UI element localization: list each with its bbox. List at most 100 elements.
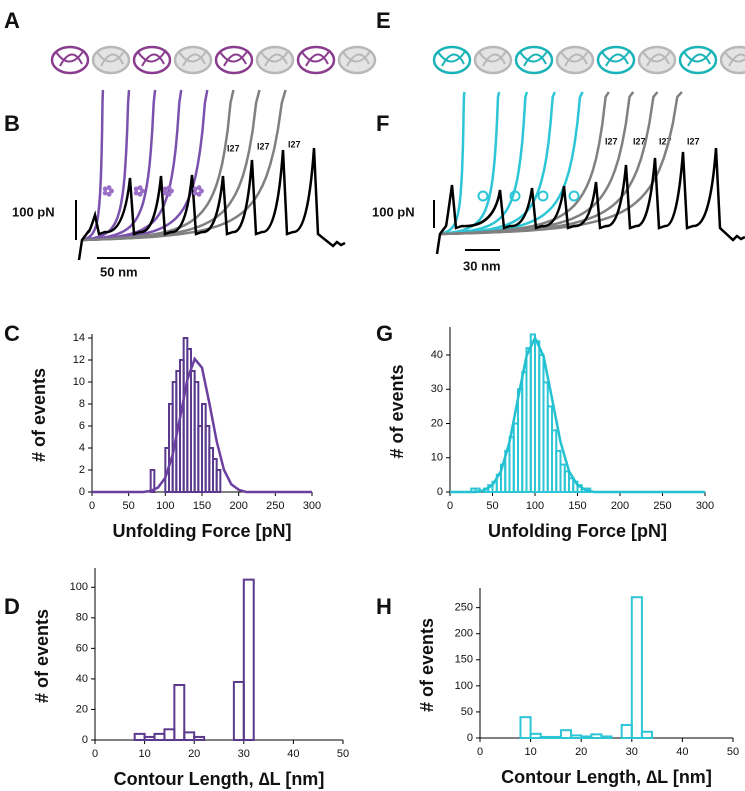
y-tick-label: 0 bbox=[437, 486, 443, 498]
x-axis-label: Contour Length, ∆L [nm] bbox=[114, 769, 325, 789]
protein-domain bbox=[473, 45, 513, 75]
y-tick-label: 150 bbox=[455, 654, 473, 666]
protein-domain bbox=[596, 45, 636, 75]
domain-label: I27 bbox=[659, 136, 672, 146]
protein-domain bbox=[432, 45, 472, 75]
x-tick-label: 150 bbox=[568, 500, 586, 512]
force-scale-label: 100 pN bbox=[372, 204, 415, 219]
domain-label: I27 bbox=[633, 136, 646, 146]
panel-letter: A bbox=[4, 8, 20, 33]
y-tick-label: 80 bbox=[76, 612, 88, 624]
panel-letter: C bbox=[4, 321, 20, 346]
y-tick-label: 40 bbox=[431, 349, 443, 361]
x-tick-label: 10 bbox=[138, 748, 150, 760]
x-tick-label: 30 bbox=[238, 748, 250, 760]
protein-domain bbox=[132, 45, 172, 75]
protein-domain bbox=[296, 45, 336, 75]
protein-strand bbox=[178, 49, 208, 67]
x-axis-label: Unfolding Force [pN] bbox=[113, 521, 292, 541]
protein-domain bbox=[555, 45, 595, 75]
histogram-bar bbox=[519, 716, 532, 740]
marker bbox=[162, 186, 168, 192]
length-scale-label: 50 nm bbox=[100, 264, 138, 279]
domain-label: I27 bbox=[687, 136, 700, 146]
x-tick-label: 0 bbox=[477, 746, 483, 758]
protein-strand bbox=[724, 51, 745, 67]
histogram-bar bbox=[133, 732, 146, 742]
marker bbox=[192, 190, 198, 196]
marker bbox=[106, 191, 112, 197]
wlc-fit bbox=[439, 91, 466, 236]
protein-strand bbox=[519, 49, 549, 67]
y-tick-label: 100 bbox=[455, 680, 473, 692]
y-axis-label: # of events bbox=[417, 618, 437, 712]
marker bbox=[162, 190, 168, 196]
x-tick-label: 150 bbox=[193, 500, 211, 512]
x-tick-label: 50 bbox=[486, 500, 498, 512]
protein-domain bbox=[173, 45, 213, 75]
protein-strand bbox=[55, 49, 85, 67]
histogram-bar bbox=[600, 735, 613, 740]
protein-strand bbox=[601, 49, 631, 67]
histogram-bar bbox=[630, 596, 643, 740]
marker bbox=[109, 188, 114, 194]
x-tick-label: 50 bbox=[337, 748, 349, 760]
marker bbox=[199, 188, 204, 194]
y-tick-label: 50 bbox=[461, 706, 473, 718]
y-tick-label: 100 bbox=[70, 581, 88, 593]
y-tick-label: 10 bbox=[73, 376, 85, 388]
x-tick-label: 10 bbox=[524, 746, 536, 758]
x-tick-label: 200 bbox=[229, 500, 247, 512]
x-tick-label: 0 bbox=[92, 748, 98, 760]
histogram-bar bbox=[529, 732, 542, 739]
marker bbox=[537, 190, 549, 202]
histogram-bar bbox=[143, 735, 156, 741]
force-trace bbox=[77, 147, 346, 261]
y-tick-label: 6 bbox=[79, 420, 85, 432]
protein-strand bbox=[560, 49, 590, 67]
domain-label: I27 bbox=[257, 141, 270, 151]
y-tick-label: 0 bbox=[467, 732, 473, 744]
wlc-fit bbox=[81, 89, 287, 242]
x-tick-label: 50 bbox=[727, 746, 739, 758]
y-tick-label: 20 bbox=[431, 417, 443, 429]
marker bbox=[196, 191, 202, 197]
x-tick-label: 40 bbox=[676, 746, 688, 758]
protein-strand bbox=[260, 49, 290, 67]
wlc-fit bbox=[81, 89, 261, 242]
marker bbox=[568, 190, 580, 202]
x-axis-label: Unfolding Force [pN] bbox=[488, 521, 667, 541]
histogram-bar bbox=[242, 578, 255, 741]
marker bbox=[169, 188, 174, 194]
protein-domain bbox=[50, 45, 90, 75]
panel-letter: G bbox=[376, 321, 393, 346]
x-tick-label: 250 bbox=[266, 500, 284, 512]
protein-domain bbox=[337, 45, 377, 75]
y-tick-label: 30 bbox=[431, 383, 443, 395]
x-tick-label: 20 bbox=[188, 748, 200, 760]
histogram-bar bbox=[640, 730, 654, 740]
histogram-bar bbox=[590, 733, 603, 739]
y-tick-label: 250 bbox=[455, 602, 473, 614]
x-tick-label: 30 bbox=[626, 746, 638, 758]
protein-domain bbox=[91, 45, 131, 75]
protein-strand bbox=[301, 49, 331, 67]
marker bbox=[133, 190, 139, 196]
y-tick-label: 2 bbox=[79, 464, 85, 476]
marker bbox=[166, 191, 172, 197]
panel-letter: F bbox=[376, 111, 389, 136]
force-trace bbox=[435, 147, 745, 255]
domain-label: I27 bbox=[288, 139, 301, 149]
x-tick-label: 40 bbox=[287, 748, 299, 760]
panel-letter: D bbox=[4, 594, 20, 619]
y-tick-label: 10 bbox=[431, 452, 443, 464]
y-tick-label: 12 bbox=[73, 354, 85, 366]
x-tick-label: 200 bbox=[611, 500, 629, 512]
wlc-fit bbox=[81, 89, 105, 242]
x-tick-label: 0 bbox=[89, 500, 95, 512]
marker bbox=[192, 186, 198, 192]
histogram-bar bbox=[232, 680, 245, 741]
protein-domain bbox=[214, 45, 254, 75]
histogram-bar bbox=[570, 734, 583, 740]
marker bbox=[477, 190, 489, 202]
